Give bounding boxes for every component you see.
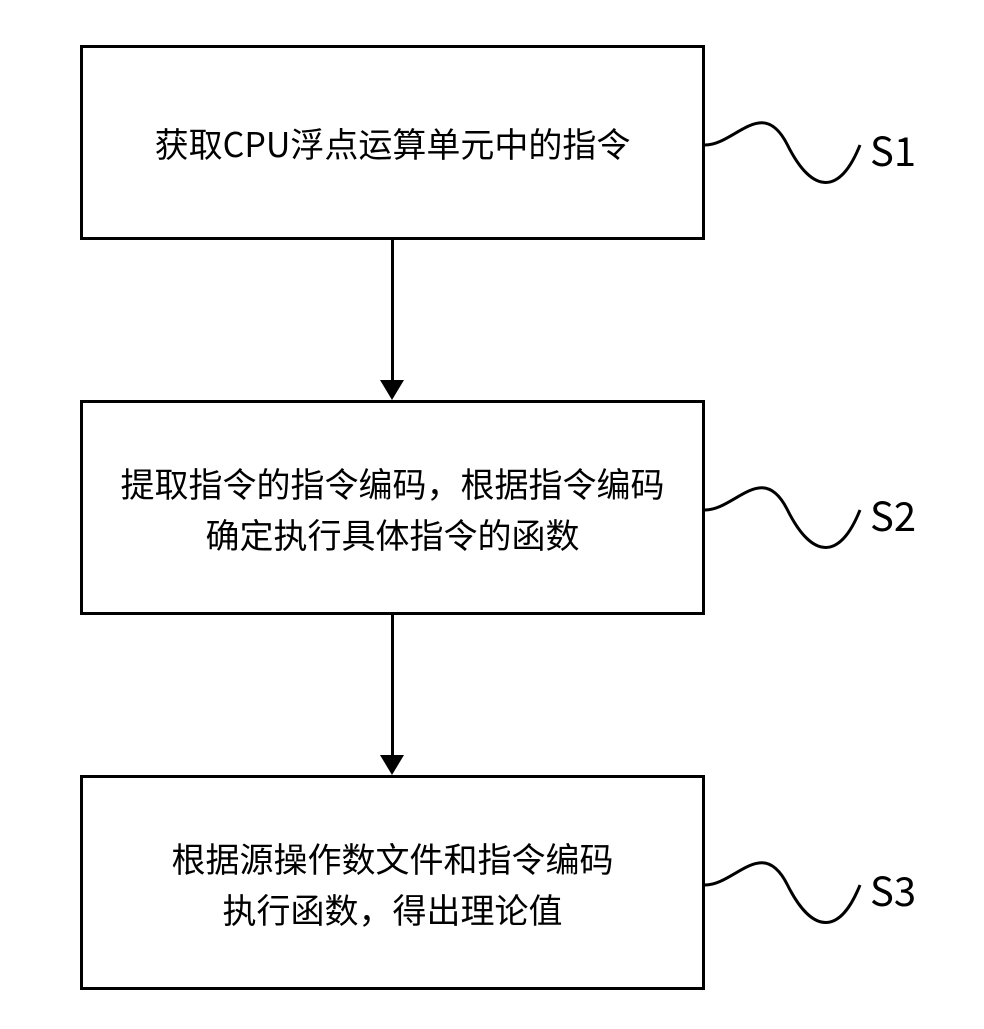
- arrowhead-icon: [380, 755, 404, 775]
- arrowhead-icon: [380, 380, 404, 400]
- flow-edge-s1-s2: [391, 240, 394, 384]
- flow-edge-s2-s3: [391, 615, 394, 759]
- flowchart-canvas: 获取CPU浮点运算单元中的指令S1提取指令的指令编码，根据指令编码 确定执行具体…: [0, 0, 984, 1029]
- connector-s3: [0, 0, 984, 1029]
